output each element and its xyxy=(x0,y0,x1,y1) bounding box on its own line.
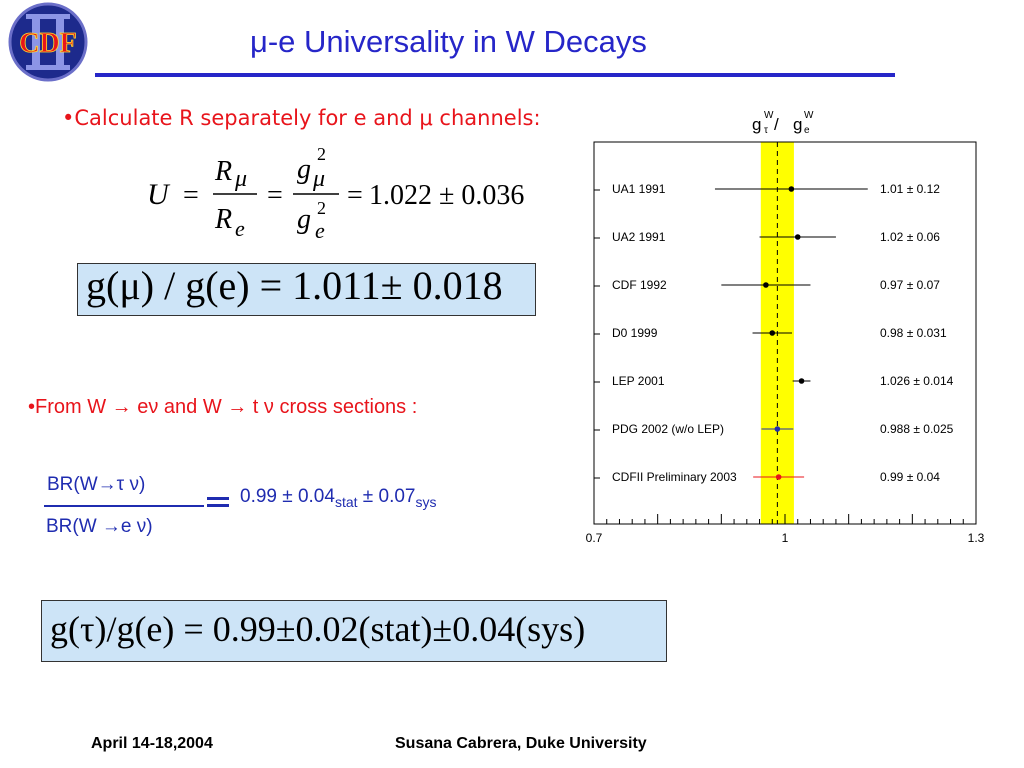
point-label: D0 1999 xyxy=(612,326,658,340)
svg-text:CDF: CDF xyxy=(19,28,77,59)
point-label: PDG 2002 (w/o LEP) xyxy=(612,422,724,436)
point-value-label: 1.02 ± 0.06 xyxy=(880,230,940,244)
footer-author: Susana Cabrera, Duke University xyxy=(395,735,647,752)
svg-text:2: 2 xyxy=(317,144,326,164)
bullet-cross-sections: •From W → eν and W → t ν cross sections … xyxy=(28,396,418,418)
br-denominator: BR(W →e ν) xyxy=(46,516,153,537)
slide-title: μ-e Universality in W Decays xyxy=(250,24,647,59)
svg-text:e: e xyxy=(804,125,810,136)
point-value-label: 1.026 ± 0.014 xyxy=(880,374,954,388)
point-value-label: 0.988 ± 0.025 xyxy=(880,422,954,436)
point-value-label: 0.98 ± 0.031 xyxy=(880,326,947,340)
svg-text:e: e xyxy=(235,216,245,241)
svg-text:W: W xyxy=(764,110,774,121)
point-label: CDFII Preliminary 2003 xyxy=(612,470,737,484)
br-fraction-bar xyxy=(44,505,204,507)
equation-g-tau-over-g-e: g(τ)/g(e) = 0.99±0.02(stat)±0.04(sys) xyxy=(50,609,586,649)
svg-text:=: = xyxy=(183,180,199,211)
svg-text:τ: τ xyxy=(764,125,768,136)
svg-text:2: 2 xyxy=(317,198,326,218)
br-numerator: BR(W→τ ν) xyxy=(47,474,146,495)
result-box-mu-e xyxy=(77,263,536,316)
data-point xyxy=(788,186,795,192)
svg-text:g: g xyxy=(752,115,761,134)
point-value-label: 1.01 ± 0.12 xyxy=(880,182,940,196)
eq-u-symbol: U xyxy=(147,178,171,211)
equation-u: U = R μ R e = g 2 μ g 2 e = 1.022 ± 0.03… xyxy=(147,144,524,242)
svg-text:W: W xyxy=(804,110,814,121)
x-tick-label: 1.3 xyxy=(968,531,985,545)
cdf-logo: CDF xyxy=(8,2,88,82)
data-point xyxy=(775,474,782,480)
data-point xyxy=(774,426,781,432)
coupling-ratio-chart: g W τ / g W e 0.7 1 1.3 UA1 1991 1.01 ± 0.12… xyxy=(586,110,985,545)
footer-date: April 14-18,2004 xyxy=(91,735,213,752)
title-underline xyxy=(95,73,895,77)
svg-text:=: = xyxy=(267,180,283,211)
point-label: UA2 1991 xyxy=(612,230,666,244)
x-tick-label: 0.7 xyxy=(586,531,603,545)
point-label: LEP 2001 xyxy=(612,374,665,388)
eq-u-value: 1.022 ± 0.036 xyxy=(369,180,524,211)
point-label: UA1 1991 xyxy=(612,182,666,196)
data-point xyxy=(769,330,776,336)
svg-text:μ: μ xyxy=(312,166,325,192)
svg-text:/: / xyxy=(774,115,779,134)
point-value-label: 0.97 ± 0.07 xyxy=(880,278,940,292)
svg-text:R: R xyxy=(214,156,232,187)
svg-text:μ: μ xyxy=(234,166,247,192)
result-box-tau-e xyxy=(41,600,667,662)
br-ratio-value: 0.99 ± 0.04stat ± 0.07sys xyxy=(240,486,437,510)
svg-text:g: g xyxy=(297,154,311,185)
point-value-label: 0.99 ± 0.04 xyxy=(880,470,940,484)
chart-title: g W τ / g W e xyxy=(752,110,814,136)
data-point xyxy=(794,234,801,240)
svg-text:R: R xyxy=(214,204,232,235)
svg-text:e: e xyxy=(315,218,325,242)
x-tick-label: 1 xyxy=(782,531,789,545)
svg-text:g: g xyxy=(297,204,311,235)
equals-sign xyxy=(207,497,229,507)
bullet-calculate-r: •Calculate R separately for e and μ chan… xyxy=(62,106,541,130)
data-point xyxy=(763,282,769,288)
svg-text:=: = xyxy=(347,180,363,211)
data-point xyxy=(798,378,805,384)
svg-text:g: g xyxy=(793,115,802,134)
point-label: CDF 1992 xyxy=(612,278,667,292)
equation-g-mu-over-g-e: g(μ) / g(e) = 1.011± 0.018 xyxy=(86,263,503,308)
